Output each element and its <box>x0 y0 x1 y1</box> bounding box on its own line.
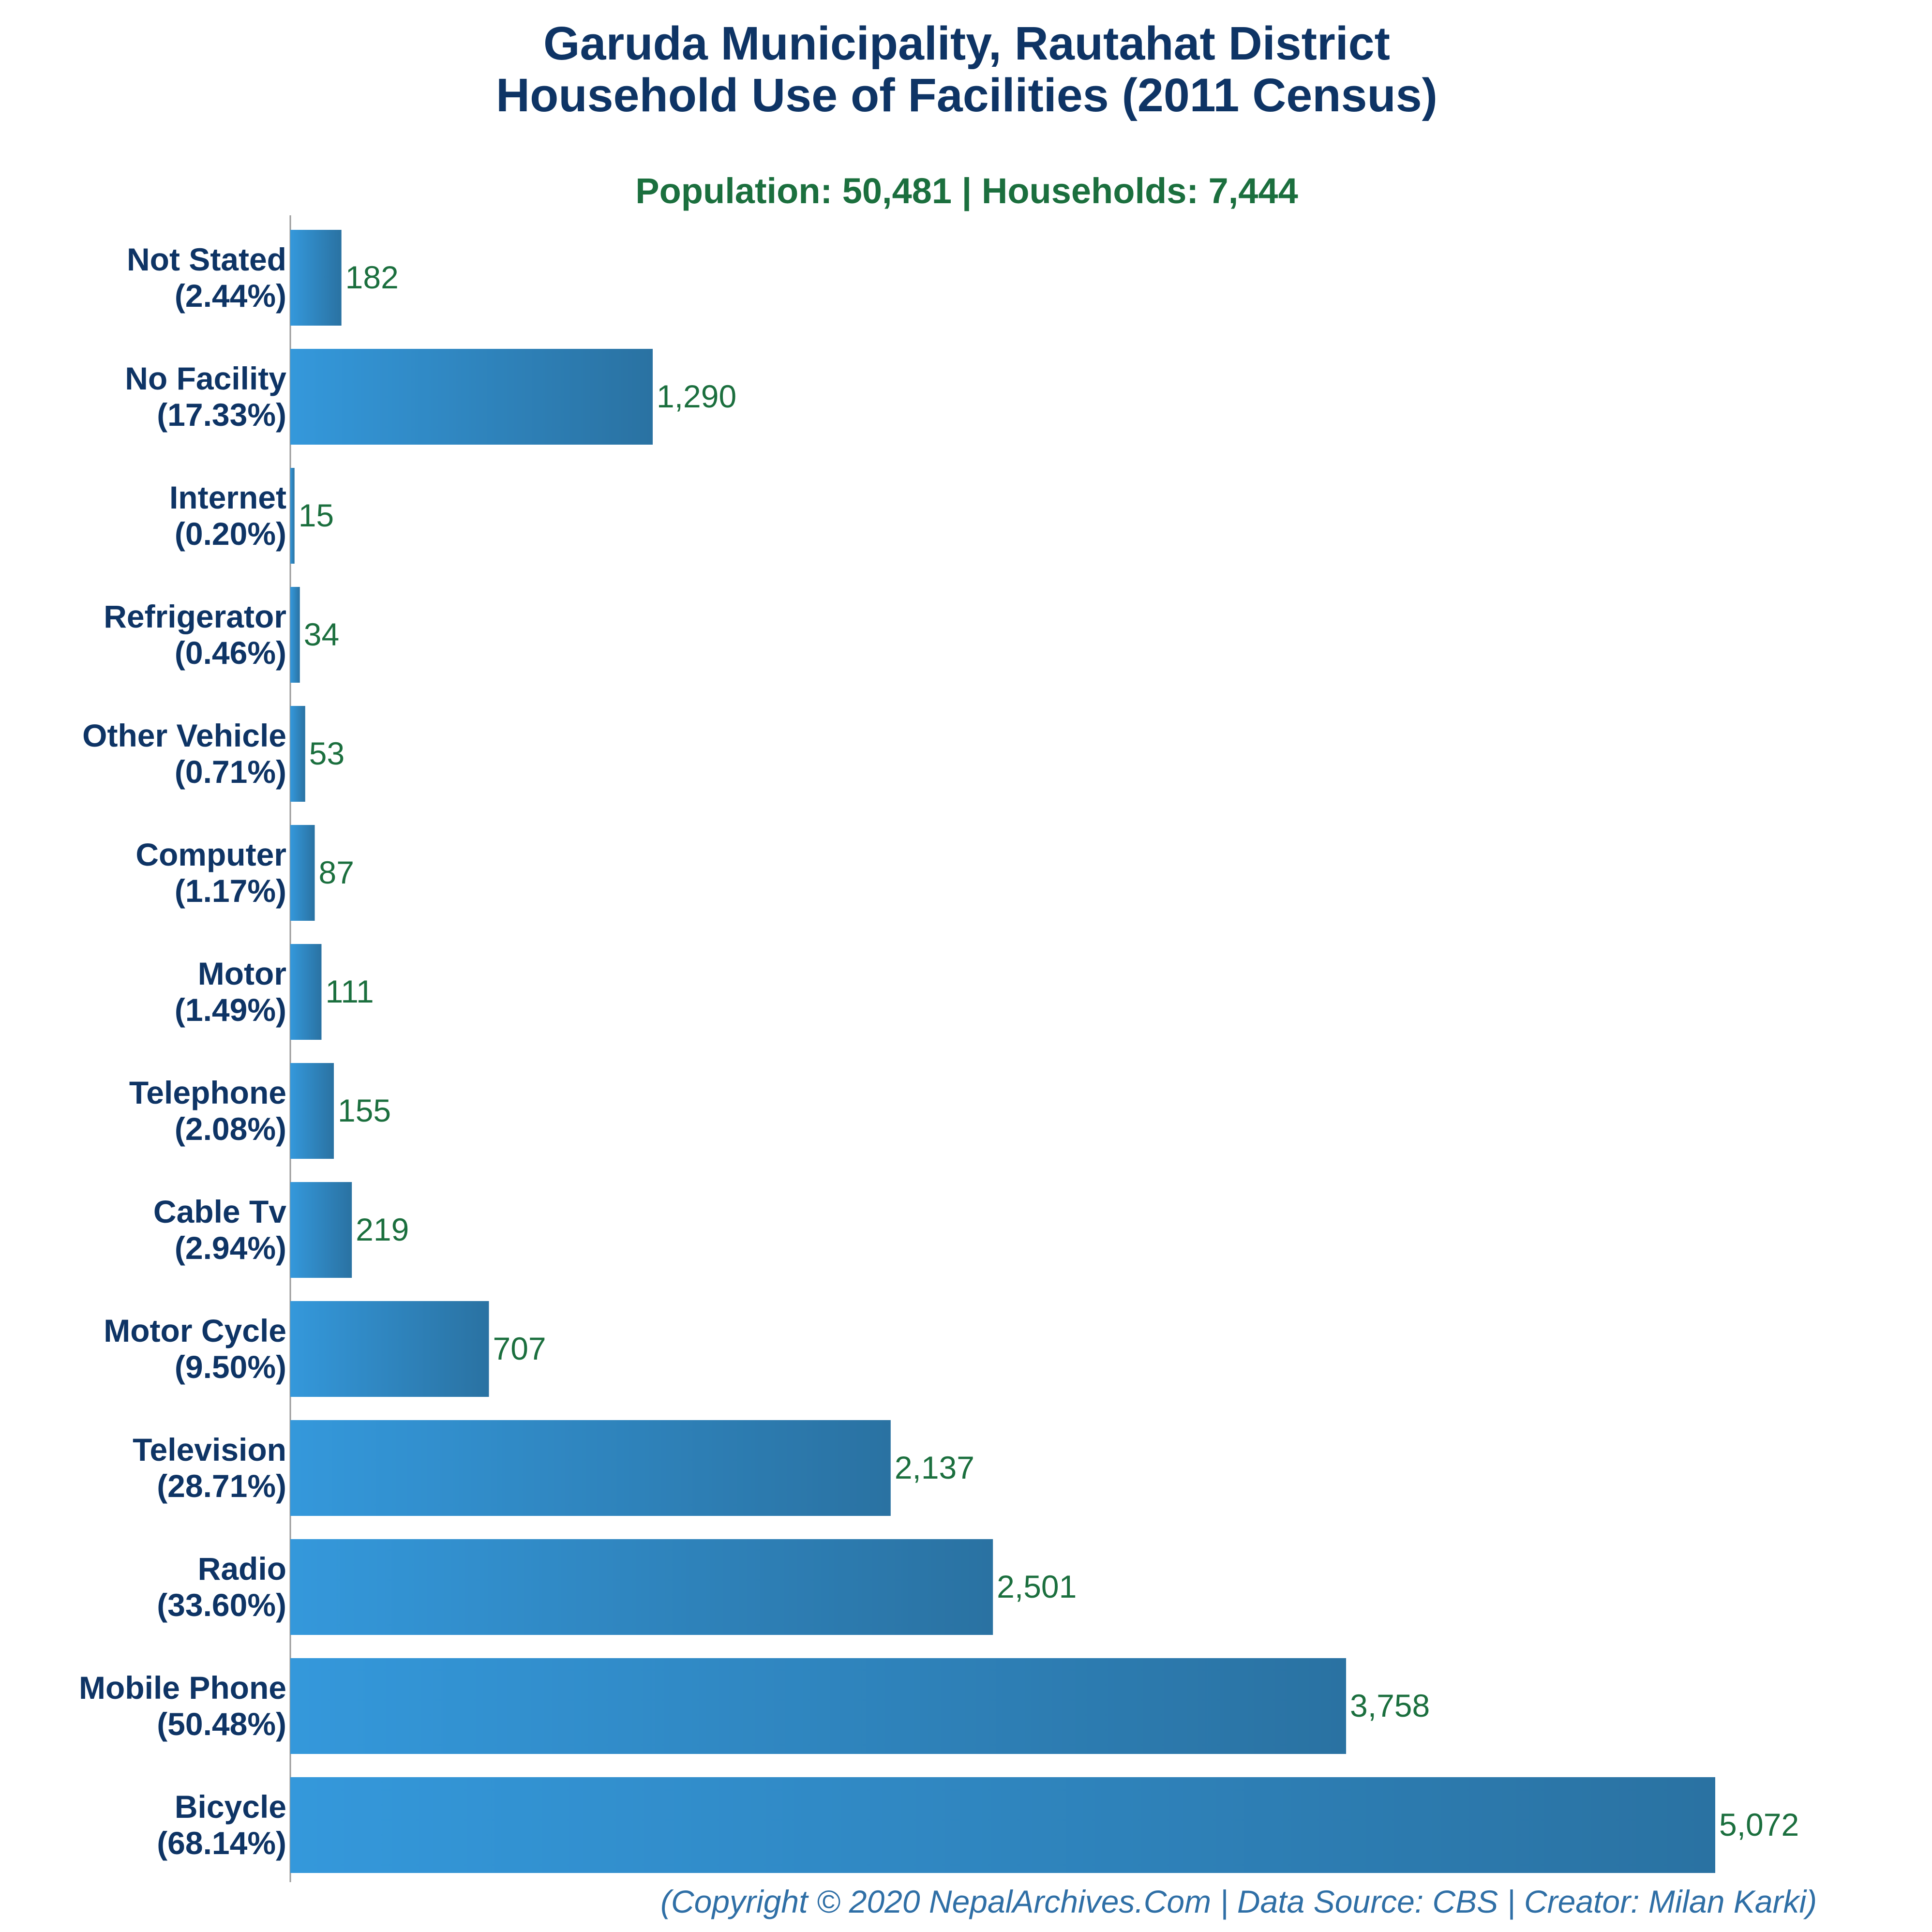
percent-label-computer: (1.17%) <box>175 873 286 909</box>
bar-computer <box>290 825 315 921</box>
percent-label-refrigerator: (0.46%) <box>175 635 286 671</box>
value-label-motor: 111 <box>325 973 374 1009</box>
category-label-motor-cycle: Motor Cycle <box>104 1313 286 1348</box>
category-label-cable-tv: Cable Tv <box>153 1194 286 1229</box>
category-label-motor: Motor <box>198 956 286 991</box>
bars-group: 182 Not Stated(2.44%) 1,290 No Facility(17.… <box>79 230 1799 1873</box>
bar-motor-cycle <box>290 1301 489 1397</box>
bar-television <box>290 1420 891 1516</box>
chart-footer-credit: (Copyright © 2020 NepalArchives.Com | Da… <box>660 1884 1817 1920</box>
bar-internet <box>290 468 295 564</box>
category-label-internet: Internet <box>169 479 286 515</box>
bar-motor <box>290 944 322 1040</box>
percent-label-telephone: (2.08%) <box>175 1111 286 1147</box>
category-label-television: Television <box>133 1432 286 1468</box>
value-label-no-facility: 1,290 <box>657 378 736 414</box>
percent-label-cable-tv: (2.94%) <box>175 1230 286 1266</box>
percent-label-motor-cycle: (9.50%) <box>175 1349 286 1385</box>
percent-label-radio: (33.60%) <box>157 1587 286 1623</box>
chart-title-line1: Garuda Municipality, Rautahat District <box>543 17 1390 70</box>
value-label-refrigerator: 34 <box>304 616 339 652</box>
bar-radio <box>290 1539 993 1635</box>
value-label-computer: 87 <box>319 854 354 890</box>
category-label-no-facility: No Facility <box>125 360 286 396</box>
value-label-not-stated: 182 <box>345 259 399 295</box>
category-label-mobile-phone: Mobile Phone <box>79 1670 286 1706</box>
bar-refrigerator <box>290 587 300 683</box>
value-label-telephone: 155 <box>338 1093 391 1128</box>
category-label-other-vehicle: Other Vehicle <box>82 718 286 753</box>
percent-label-television: (28.71%) <box>157 1468 286 1504</box>
category-label-refrigerator: Refrigerator <box>104 599 286 634</box>
value-label-mobile-phone: 3,758 <box>1350 1688 1430 1723</box>
bar-bicycle <box>290 1777 1715 1873</box>
percent-label-no-facility: (17.33%) <box>157 397 286 433</box>
value-label-television: 2,137 <box>895 1450 974 1485</box>
category-label-not-stated: Not Stated <box>127 241 286 277</box>
value-label-radio: 2,501 <box>997 1569 1077 1604</box>
bar-no-facility <box>290 349 653 445</box>
percent-label-other-vehicle: (0.71%) <box>175 754 286 790</box>
percent-label-bicycle: (68.14%) <box>157 1825 286 1861</box>
category-label-computer: Computer <box>135 837 286 872</box>
bar-mobile-phone <box>290 1658 1347 1754</box>
bar-other-vehicle <box>290 706 305 802</box>
value-label-bicycle: 5,072 <box>1719 1807 1799 1842</box>
chart-subtitle: Population: 50,481 | Households: 7,444 <box>635 171 1298 211</box>
percent-label-internet: (0.20%) <box>175 516 286 552</box>
percent-label-motor: (1.49%) <box>175 992 286 1028</box>
category-label-bicycle: Bicycle <box>175 1789 286 1825</box>
bar-telephone <box>290 1063 334 1159</box>
percent-label-not-stated: (2.44%) <box>175 278 286 314</box>
chart-title-line2: Household Use of Facilities (2011 Census… <box>496 69 1438 121</box>
category-label-radio: Radio <box>198 1551 286 1587</box>
category-label-telephone: Telephone <box>129 1075 286 1110</box>
percent-label-mobile-phone: (50.48%) <box>157 1706 286 1742</box>
bar-cable-tv <box>290 1182 352 1278</box>
value-label-cable-tv: 219 <box>356 1212 409 1247</box>
value-label-other-vehicle: 53 <box>309 735 344 771</box>
value-label-motor-cycle: 707 <box>493 1331 546 1366</box>
value-label-internet: 15 <box>299 497 334 533</box>
bar-not-stated <box>290 230 342 326</box>
